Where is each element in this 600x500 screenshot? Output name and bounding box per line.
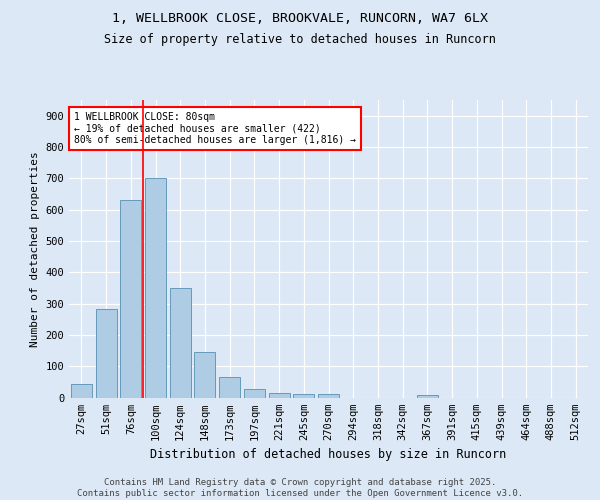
Text: Contains HM Land Registry data © Crown copyright and database right 2025.
Contai: Contains HM Land Registry data © Crown c… — [77, 478, 523, 498]
Bar — [293, 394, 314, 398]
Bar — [170, 288, 191, 398]
Bar — [95, 309, 116, 398]
Text: 1 WELLBROOK CLOSE: 80sqm
← 19% of detached houses are smaller (422)
80% of semi-: 1 WELLBROOK CLOSE: 80sqm ← 19% of detach… — [74, 112, 356, 145]
Bar — [145, 178, 166, 398]
Bar — [244, 388, 265, 398]
Text: 1, WELLBROOK CLOSE, BROOKVALE, RUNCORN, WA7 6LX: 1, WELLBROOK CLOSE, BROOKVALE, RUNCORN, … — [112, 12, 488, 26]
Bar — [219, 377, 240, 398]
X-axis label: Distribution of detached houses by size in Runcorn: Distribution of detached houses by size … — [151, 448, 506, 461]
Bar — [120, 200, 141, 398]
Bar — [194, 352, 215, 398]
Y-axis label: Number of detached properties: Number of detached properties — [30, 151, 40, 346]
Bar — [318, 394, 339, 398]
Bar — [71, 384, 92, 398]
Bar — [269, 393, 290, 398]
Text: Size of property relative to detached houses in Runcorn: Size of property relative to detached ho… — [104, 32, 496, 46]
Bar — [417, 395, 438, 398]
